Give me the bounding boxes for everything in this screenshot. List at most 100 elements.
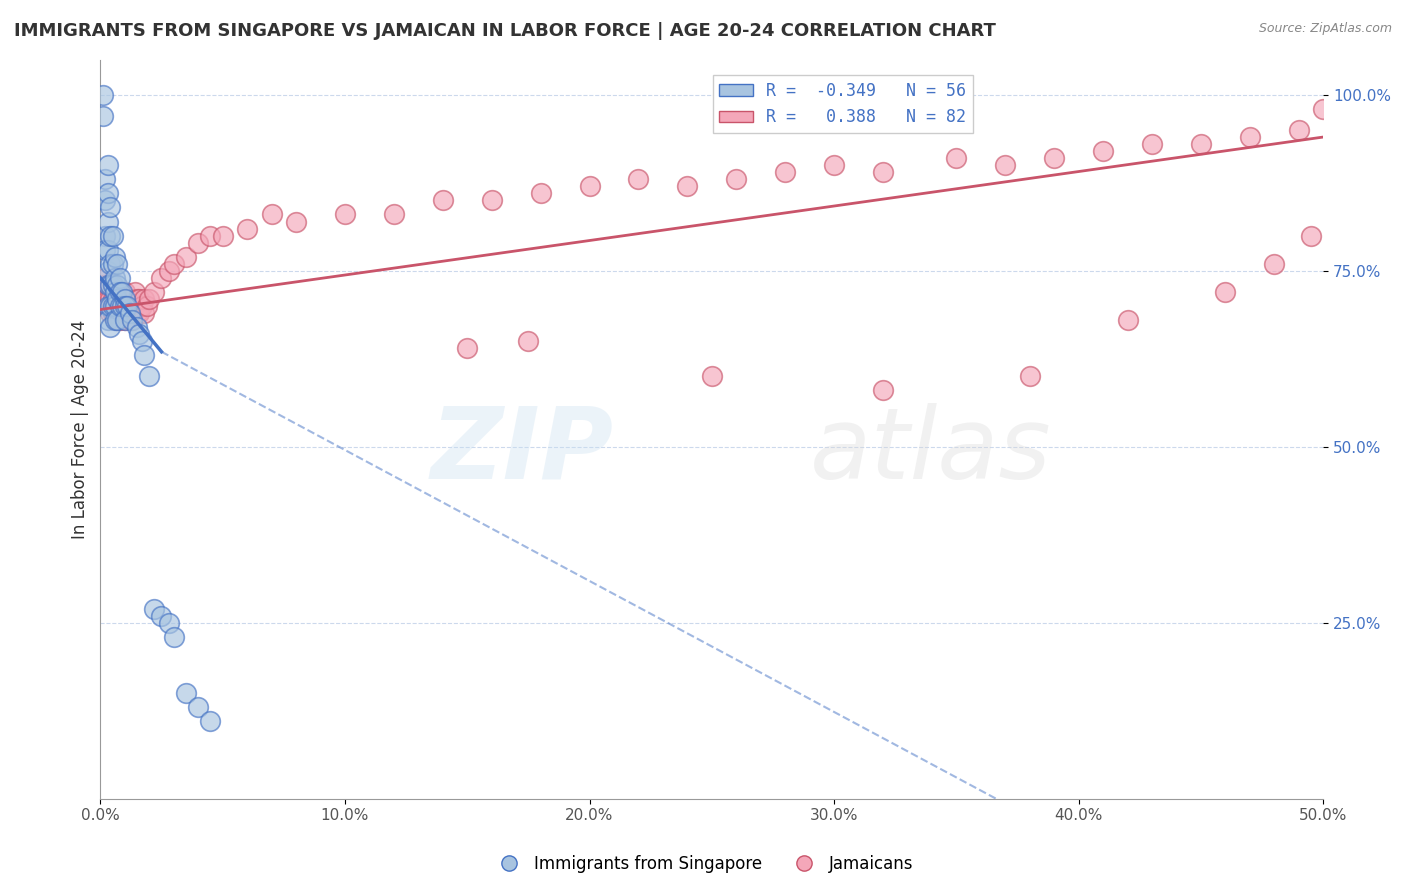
Point (111, 306, 134, 320)
Point (97, 292, 120, 306)
Point (143, 285, 166, 299)
Legend: R =  -0.349   N = 56, R =   0.388   N = 82: R = -0.349 N = 56, R = 0.388 N = 82 (713, 75, 973, 133)
Point (1215, 285, 1237, 299)
Point (700, 369, 723, 384)
Point (107, 313, 129, 327)
Point (163, 257, 186, 271)
Point (114, 285, 136, 299)
Point (114, 313, 136, 327)
Point (114, 292, 136, 306)
Point (111, 292, 134, 306)
Point (627, 172, 650, 186)
Point (104, 299, 127, 313)
Point (101, 277, 124, 292)
Point (1299, 228, 1322, 243)
Point (98, 299, 121, 313)
Point (94, 172, 117, 186)
Point (101, 299, 124, 313)
Point (97, 277, 120, 292)
Point (1263, 257, 1285, 271)
Point (134, 292, 156, 306)
Point (94, 194, 117, 208)
Point (823, 158, 845, 172)
Point (101, 257, 124, 271)
Point (111, 285, 134, 299)
Point (187, 235, 209, 250)
Point (117, 306, 139, 320)
Point (125, 292, 148, 306)
Point (97, 158, 120, 172)
Point (94, 243, 117, 257)
Point (517, 334, 540, 348)
Point (114, 299, 136, 313)
Point (98, 277, 121, 292)
Point (98, 257, 121, 271)
Point (107, 257, 129, 271)
Point (94, 270, 117, 285)
Point (108, 313, 131, 327)
Point (97, 264, 120, 278)
Point (117, 299, 139, 313)
Point (125, 306, 148, 320)
Point (1018, 369, 1040, 384)
Point (1312, 102, 1334, 116)
Point (211, 228, 233, 243)
Point (91, 87, 114, 102)
Point (118, 306, 141, 320)
Point (157, 264, 180, 278)
Point (107, 277, 129, 292)
Point (150, 270, 173, 285)
Text: IMMIGRANTS FROM SINGAPORE VS JAMAICAN IN LABOR FORCE | AGE 20-24 CORRELATION CHA: IMMIGRANTS FROM SINGAPORE VS JAMAICAN IN… (14, 22, 995, 40)
Point (104, 285, 127, 299)
Point (107, 285, 129, 299)
Point (125, 320, 148, 334)
Point (138, 369, 160, 384)
Point (118, 292, 141, 306)
Point (104, 299, 127, 313)
Point (97, 299, 120, 313)
Point (98, 306, 121, 320)
Point (101, 306, 124, 320)
Point (101, 292, 124, 306)
Point (200, 228, 222, 243)
Point (529, 186, 551, 201)
Point (108, 299, 131, 313)
Point (117, 292, 139, 306)
Point (174, 250, 197, 264)
Point (121, 313, 143, 327)
Text: ZIP: ZIP (432, 403, 614, 500)
Point (432, 194, 454, 208)
Point (121, 313, 143, 327)
Point (163, 630, 186, 644)
Point (97, 243, 120, 257)
Point (104, 313, 127, 327)
Point (101, 228, 124, 243)
Point (481, 194, 503, 208)
Point (97, 214, 120, 228)
Point (118, 306, 141, 320)
Point (107, 313, 129, 327)
Point (91, 109, 114, 123)
Point (107, 292, 129, 306)
Point (1043, 151, 1066, 165)
Point (1116, 313, 1139, 327)
Point (138, 292, 160, 306)
Point (97, 186, 120, 201)
Point (128, 327, 150, 342)
Point (135, 299, 157, 313)
Point (1189, 137, 1212, 152)
Point (1239, 130, 1261, 145)
Point (333, 207, 356, 221)
Point (108, 285, 131, 299)
Point (143, 601, 166, 615)
Point (111, 299, 134, 313)
Point (114, 313, 136, 327)
Point (174, 686, 197, 700)
Point (104, 285, 127, 299)
Point (114, 299, 136, 313)
Point (994, 158, 1017, 172)
Point (725, 172, 748, 186)
Point (108, 270, 131, 285)
Point (104, 270, 127, 285)
Point (98, 277, 121, 292)
